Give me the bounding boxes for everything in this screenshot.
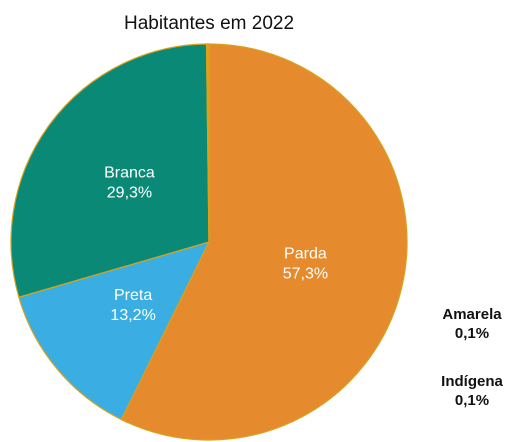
- slice-label: Amarela: [442, 306, 502, 323]
- slice-label: Indígena: [441, 373, 503, 390]
- pie-slice: [18, 241, 211, 421]
- slice-label: Branca: [104, 164, 155, 181]
- chart-title: Habitantes em 2022: [124, 13, 294, 34]
- slice-label: Parda: [284, 246, 327, 263]
- slice-value: 0,1%: [455, 392, 489, 409]
- pie-slice: [10, 43, 210, 298]
- slice-value: 29,3%: [107, 184, 152, 201]
- slice-label: Preta: [114, 287, 152, 304]
- pie-slice: [120, 43, 408, 441]
- slice-value: 0,1%: [455, 325, 489, 342]
- pie-slice: [207, 43, 210, 243]
- slice-value: 13,2%: [110, 307, 155, 324]
- slice-value: 57,3%: [283, 266, 328, 283]
